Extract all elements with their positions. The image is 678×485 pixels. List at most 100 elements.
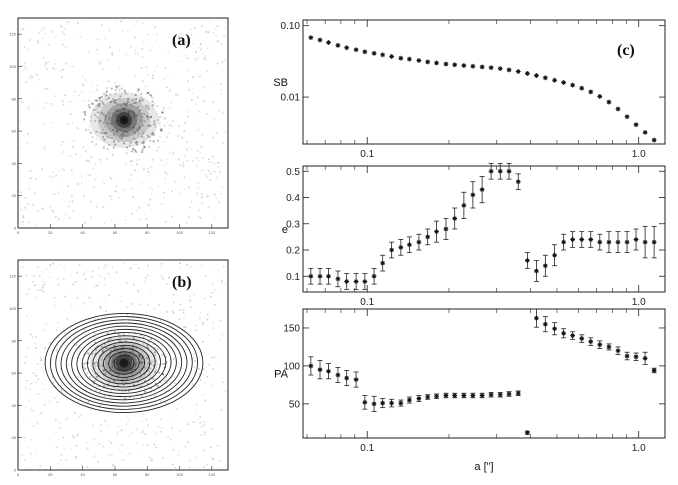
noise-dot xyxy=(104,121,107,124)
noise-dot xyxy=(93,455,96,458)
noise-dot xyxy=(58,427,61,429)
noise-dot xyxy=(101,105,103,107)
noise-dot xyxy=(122,29,124,32)
galaxy-speckle xyxy=(144,391,147,393)
noise-dot xyxy=(140,97,142,99)
isophote-ellipse xyxy=(92,341,156,385)
noise-dot xyxy=(90,383,93,386)
noise-dot xyxy=(67,21,69,23)
noise-dot xyxy=(217,269,220,272)
noise-dot xyxy=(130,45,132,48)
data-point-stroke xyxy=(652,240,657,245)
galaxy-speckle xyxy=(109,349,112,352)
noise-dot xyxy=(163,171,166,174)
noise-dot xyxy=(140,67,143,69)
noise-dot xyxy=(111,454,113,457)
data-point-stroke xyxy=(498,392,503,397)
noise-dot xyxy=(154,120,157,122)
noise-dot xyxy=(71,195,73,198)
noise-dot xyxy=(202,100,205,102)
noise-dot xyxy=(97,371,99,374)
data-point-stroke xyxy=(579,86,584,91)
galaxy-speckle xyxy=(133,112,136,115)
noise-dot xyxy=(188,39,190,42)
noise-dot xyxy=(178,125,180,127)
noise-dot xyxy=(136,393,138,396)
noise-dot xyxy=(135,340,137,342)
noise-dot xyxy=(76,271,78,274)
noise-dot xyxy=(61,100,64,103)
noise-dot xyxy=(219,319,222,322)
noise-dot xyxy=(120,459,123,461)
noise-dot xyxy=(100,162,102,164)
data-point-stroke xyxy=(344,279,349,284)
noise-dot xyxy=(70,274,72,277)
noise-dot xyxy=(199,42,202,45)
galaxy-speckle xyxy=(122,360,125,362)
galaxy-speckle xyxy=(162,363,164,365)
noise-dot xyxy=(29,39,31,41)
noise-dot xyxy=(184,188,186,190)
noise-dot xyxy=(147,74,150,76)
isophote-ellipse xyxy=(108,351,140,375)
noise-dot xyxy=(111,54,114,56)
noise-dot xyxy=(58,378,61,381)
galaxy-speckle xyxy=(128,121,130,124)
galaxy-speckle xyxy=(94,364,97,367)
noise-dot xyxy=(46,87,48,90)
galaxy-speckle xyxy=(104,132,107,134)
noise-dot xyxy=(141,325,143,328)
data-point-stroke xyxy=(570,237,575,242)
noise-dot xyxy=(223,284,226,286)
noise-dot xyxy=(152,361,154,363)
noise-dot xyxy=(117,378,120,381)
noise-dot xyxy=(62,31,64,33)
noise-dot xyxy=(25,68,28,70)
noise-dot xyxy=(90,156,93,158)
noise-dot xyxy=(60,152,63,154)
noise-dot xyxy=(88,354,90,356)
noise-dot xyxy=(40,359,43,361)
noise-dot xyxy=(174,42,177,45)
noise-dot xyxy=(147,274,149,277)
image-x-tick-label: 80 xyxy=(145,230,150,235)
data-point-stroke xyxy=(570,333,575,338)
noise-dot xyxy=(93,336,96,338)
noise-dot xyxy=(131,303,133,305)
noise-dot xyxy=(73,436,75,439)
galaxy-speckle xyxy=(142,99,144,102)
noise-dot xyxy=(64,46,67,48)
galaxy-speckle xyxy=(137,129,139,132)
galaxy-speckle xyxy=(102,146,105,149)
noise-dot xyxy=(49,391,52,393)
noise-dot xyxy=(151,45,153,48)
galaxy-speckle xyxy=(153,120,155,123)
galaxy-speckle xyxy=(95,388,98,391)
noise-dot xyxy=(107,59,110,61)
noise-dot xyxy=(158,325,161,328)
noise-dot xyxy=(34,342,37,345)
noise-dot xyxy=(91,84,93,87)
galaxy-speckle xyxy=(105,93,108,96)
galaxy-speckle xyxy=(164,355,167,358)
noise-dot xyxy=(188,460,191,462)
galaxy-speckle xyxy=(135,102,138,105)
noise-dot xyxy=(178,450,180,452)
galaxy-speckle xyxy=(138,127,141,130)
noise-dot xyxy=(104,264,106,266)
data-point xyxy=(406,56,412,62)
noise-dot xyxy=(42,371,45,373)
noise-dot xyxy=(211,357,213,359)
noise-dot xyxy=(49,400,52,403)
galaxy-speckle xyxy=(125,370,127,373)
noise-dot xyxy=(99,62,101,64)
noise-dot xyxy=(25,356,27,358)
noise-dot xyxy=(121,136,123,138)
noise-dot xyxy=(132,102,134,105)
noise-dot xyxy=(63,33,65,36)
noise-dot xyxy=(30,75,33,77)
data-point xyxy=(326,368,331,374)
